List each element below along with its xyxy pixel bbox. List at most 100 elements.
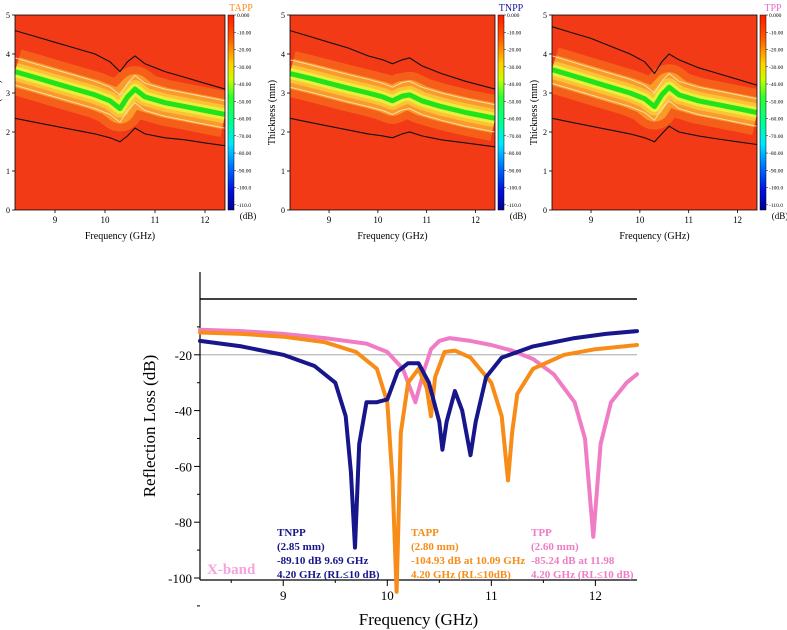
annotation-tpp-line: 4.20 GHz (RL≤10 dB) [531, 569, 634, 581]
colorbar-tick-label: -90.00 [769, 168, 783, 174]
annotation-tapp-line: -104.93 dB at 10.09 GHz [411, 555, 525, 567]
contour-upper [552, 26, 757, 86]
x-axis-label: Frequency (GHz) [619, 231, 689, 242]
colorbar-tick-label: -110.0 [769, 203, 783, 209]
colorbar-unit-label: (dB) [240, 211, 257, 221]
y-axis-label: Thickness (mm) [267, 80, 278, 145]
absorption-ridge [552, 67, 757, 115]
y-tick-label: 0 [543, 206, 547, 215]
colorbar-tick-label: -20.00 [507, 48, 521, 54]
y-tick-label: 4 [543, 50, 547, 59]
annotation-tapp-line: (2.80 mm) [411, 541, 459, 553]
panel-label: TAPP [229, 3, 253, 14]
y-tick-label: -60 [175, 459, 192, 474]
y-tick-label: -100 [168, 571, 192, 586]
colorbar [497, 14, 505, 211]
colorbar-tick-label: -110.0 [507, 203, 521, 209]
series-line-tpp [198, 327, 639, 539]
reflection-loss-chart: -20 -40 -60 -80 -100 9 10 11 12 Frequency (GHz) Re… [140, 272, 639, 629]
y-tick-label: 1 [6, 167, 10, 176]
colorbar-tick-label: -90.00 [507, 168, 521, 174]
colorbar-tick-label: -20.00 [769, 48, 783, 54]
y-tick-label: 2 [6, 128, 10, 137]
colorbar-tick-label: -20.00 [237, 48, 251, 54]
y-tick-label: 5 [281, 11, 285, 20]
colorbar-tick-label: -100.0 [507, 186, 521, 192]
y-tick-label: 4 [6, 50, 10, 59]
colorbar-tick-label: -50.00 [507, 99, 521, 105]
y-tick-label: 2 [543, 128, 547, 137]
annotation-tapp-line: TAPP [411, 527, 439, 539]
x-tick-label: 10 [381, 588, 394, 603]
y-tick-label: 3 [543, 89, 547, 98]
contour-upper [290, 30, 495, 90]
y-axis-label: Thickness (mm) [529, 80, 540, 145]
colorbar-tick-label: 0.000 [237, 13, 250, 19]
x-tick-label: 11 [485, 588, 498, 603]
annotation-tnpp-line: (2.85 mm) [277, 541, 325, 553]
pale-contour [290, 59, 495, 106]
heatmap-frame [14, 14, 226, 211]
x-tick-label: 10 [635, 215, 645, 225]
colorbar-tick-label: -60.00 [507, 117, 521, 123]
y-tick-label: 2 [281, 128, 285, 137]
colorbar-tick-label: -40.00 [507, 82, 521, 88]
colorbar-tick-label: -90.00 [237, 168, 251, 174]
x-tick-label: 12 [733, 215, 742, 225]
pale-contour [552, 55, 757, 100]
heatmap-frame [551, 14, 758, 211]
annotation-tnpp-line: 4.20 GHz (RL≤10 dB) [277, 569, 380, 581]
colorbar-tick-label: -60.00 [769, 117, 783, 123]
annotation-tpp-line: -85.24 dB at 11.98 [531, 555, 615, 567]
heatmap-glow [290, 30, 495, 148]
annotation-tnpp-line: -89.10 dB 9.69 GHz [277, 555, 368, 567]
colorbar [227, 14, 235, 211]
colorbar [759, 14, 767, 211]
absorption-ridge [290, 71, 495, 121]
x-axis-label: Frequency (GHz) [357, 231, 427, 242]
colorbar-tick-label: -60.00 [237, 117, 251, 123]
y-tick-label: 3 [6, 89, 10, 98]
x-tick-label: 9 [589, 215, 594, 225]
y-tick-label: 0 [6, 206, 10, 215]
annotation-tpp-line: TPP [531, 527, 552, 539]
colorbar-tick-label: -80.00 [237, 151, 251, 157]
heatmap-frame [289, 14, 496, 211]
pale-contour [15, 57, 225, 102]
y-tick-label: -40 [175, 404, 192, 419]
absorption-ridge [15, 69, 225, 117]
y-tick-label: 4 [281, 50, 285, 59]
colorbar-unit-label: (dB) [510, 211, 527, 221]
heatmap-glow [552, 26, 757, 146]
y-tick-label: 0 [281, 206, 285, 215]
x-axis-label: Frequency (GHz) [359, 610, 478, 629]
colorbar-tick-label: -50.00 [769, 99, 783, 105]
y-tick-label: -80 [175, 515, 192, 530]
colorbar-tick-label: -30.00 [507, 65, 521, 71]
annotation-tapp-line: 4.20 GHz (RL≤10dB) [411, 569, 511, 581]
colorbar-tick-label: -40.00 [237, 82, 251, 88]
colorbar-tick-label: -10.00 [507, 30, 521, 36]
colorbar-tick-label: -50.00 [237, 99, 251, 105]
y-tick-label: 1 [543, 167, 547, 176]
colorbar-tick-label: -100.0 [237, 186, 251, 192]
x-band-label: X-band [207, 562, 256, 578]
x-tick-label: 11 [151, 215, 160, 225]
x-tick-label: 10 [373, 215, 383, 225]
series-line-tapp [198, 330, 639, 594]
y-tick-label: 5 [6, 11, 10, 20]
x-tick-label: 9 [327, 215, 332, 225]
x-tick-label: 11 [422, 215, 431, 225]
contour-lower [290, 117, 495, 148]
heatmap-glow [15, 30, 225, 147]
pale-contour [290, 86, 495, 133]
x-tick-label: 12 [589, 588, 602, 603]
panel-label: TPP [764, 3, 782, 14]
colorbar-tick-label: -10.00 [237, 30, 251, 36]
x-tick-label: 11 [684, 215, 693, 225]
y-tick-label: 5 [543, 11, 547, 20]
pale-contour [15, 84, 225, 129]
